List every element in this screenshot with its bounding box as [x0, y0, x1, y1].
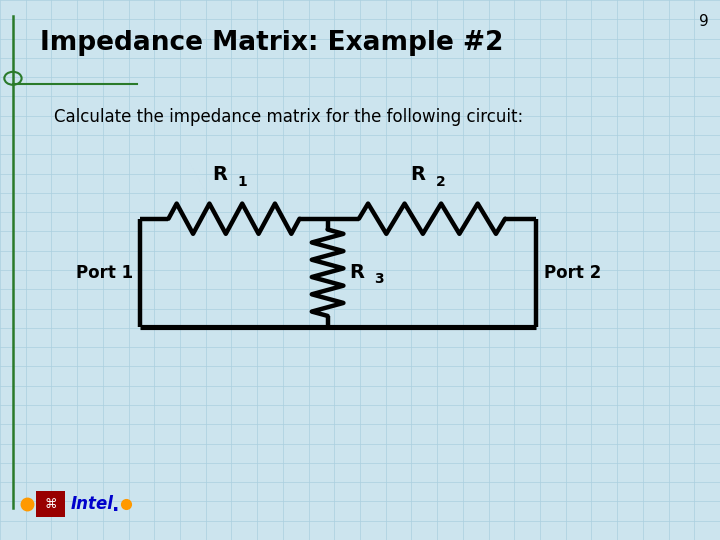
Text: R: R — [410, 165, 425, 184]
Text: 9: 9 — [699, 14, 709, 29]
Text: ⌘: ⌘ — [44, 498, 57, 511]
Text: Port 1: Port 1 — [76, 264, 133, 282]
Text: R: R — [212, 165, 227, 184]
Text: 3: 3 — [374, 272, 384, 286]
Text: 1: 1 — [238, 175, 248, 189]
Text: 2: 2 — [436, 175, 446, 189]
Text: Calculate the impedance matrix for the following circuit:: Calculate the impedance matrix for the f… — [54, 108, 523, 126]
FancyBboxPatch shape — [36, 491, 65, 517]
Text: Port 2: Port 2 — [544, 264, 601, 282]
Text: Intel: Intel — [71, 495, 114, 513]
Text: Impedance Matrix: Example #2: Impedance Matrix: Example #2 — [40, 30, 503, 56]
Text: R: R — [349, 263, 364, 282]
Text: .: . — [112, 496, 119, 516]
